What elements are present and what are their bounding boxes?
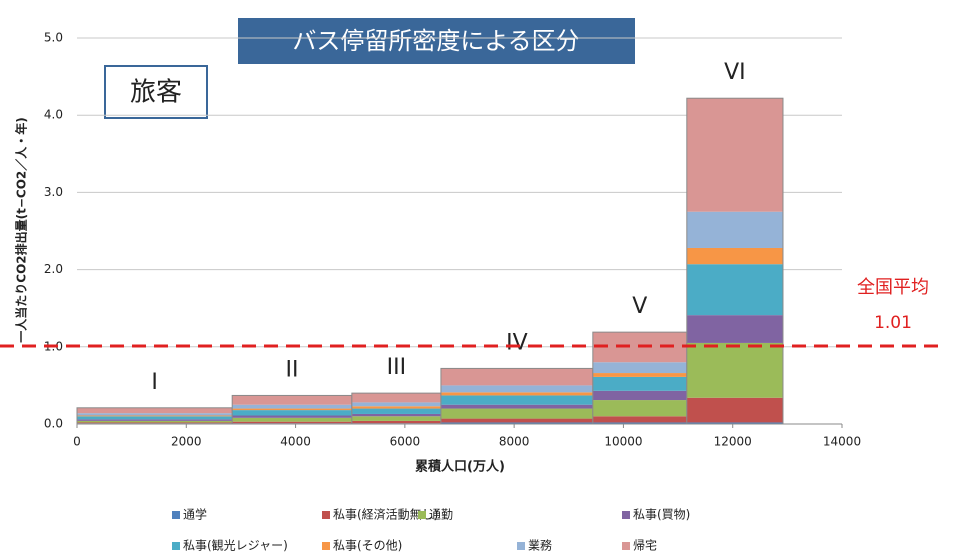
chart-subtitle: 旅客: [130, 78, 182, 108]
bar-segment: [440, 385, 593, 393]
legend-label: 私事(その他): [333, 539, 402, 552]
bar-segment: [77, 422, 233, 424]
category-label: III: [387, 355, 406, 380]
reference-label: 全国平均: [857, 277, 929, 298]
bar-segment: [77, 407, 233, 414]
category-label: IV: [506, 330, 528, 355]
bar-segment: [686, 264, 783, 316]
bar-segment: [686, 315, 783, 343]
bar-segment: [686, 98, 783, 212]
category-label: V: [632, 294, 647, 319]
bar-segment: [592, 373, 687, 377]
bar-segment: [232, 417, 352, 422]
x-tick-label: 8000: [499, 435, 530, 449]
bar-segment: [232, 404, 352, 409]
x-tick-label: 10000: [604, 435, 642, 449]
legend-label: 業務: [528, 539, 552, 552]
legend-swatch: [172, 511, 180, 519]
x-tick-label: 2000: [171, 435, 202, 449]
y-axis-label: 一人当たりCO2排出量(t−CO2／人・年): [14, 117, 29, 342]
legend-label: 通学: [183, 507, 207, 522]
x-tick-label: 0: [73, 435, 81, 449]
reference-value: 1.01: [874, 313, 912, 333]
x-tick-label: 4000: [280, 435, 311, 449]
bar-segment: [686, 247, 783, 265]
legend-swatch: [517, 542, 525, 550]
bar-segment: [592, 390, 687, 401]
bar-segment: [440, 404, 593, 409]
legend-label: 通勤: [429, 508, 453, 522]
bar-segment: [440, 422, 593, 424]
legend-label: 私事(観光レジャー): [183, 539, 288, 552]
y-tick-label: 4.0: [44, 108, 63, 122]
bar-segment: [592, 416, 687, 423]
bar-segment: [351, 413, 441, 417]
bar-segment: [77, 416, 233, 420]
bar-segment: [77, 415, 233, 417]
category-label: II: [286, 357, 299, 382]
title-box: [238, 18, 635, 64]
legend-swatch: [622, 511, 630, 519]
x-axis-label: 累積人口(万人): [415, 459, 505, 475]
bar-segment: [77, 419, 233, 421]
x-tick-label: 6000: [390, 435, 421, 449]
y-tick-label: 3.0: [44, 185, 63, 199]
legend-swatch: [322, 511, 330, 519]
y-tick-label: 2.0: [44, 262, 63, 276]
category-label: I: [151, 370, 158, 395]
bar-segment: [351, 416, 441, 421]
chart-title: バス停留所密度による区分: [292, 27, 579, 55]
bar-segment: [351, 406, 441, 409]
subtitle-box: [104, 65, 208, 119]
bar-segment: [77, 413, 233, 416]
bar-segment: [686, 397, 783, 423]
bar-segment: [440, 368, 593, 386]
bar-segment: [592, 400, 687, 417]
bar-segment: [351, 408, 441, 414]
legend-swatch: [322, 542, 330, 550]
legend-swatch: [172, 542, 180, 550]
bar-segment: [440, 408, 593, 419]
x-tick-label: 14000: [823, 435, 861, 449]
bar-segment: [686, 422, 783, 424]
y-tick-label: 5.0: [44, 31, 63, 45]
bar-segment: [351, 393, 441, 403]
bar-segment: [440, 418, 593, 423]
bar-segment: [232, 395, 352, 405]
bar-segment: [686, 342, 783, 398]
legend-swatch: [622, 542, 630, 550]
bar-segment: [686, 211, 783, 248]
bar-segment: [351, 402, 441, 407]
legend-label: 私事(経済活動無し): [333, 507, 438, 522]
bar-segment: [440, 392, 593, 396]
bar-segment: [232, 421, 352, 424]
bar-segment: [351, 420, 441, 424]
bar-segment: [592, 422, 687, 424]
legend-label: 帰宅: [633, 538, 657, 552]
bar-outline: [686, 97, 784, 425]
bar-segment: [232, 415, 352, 418]
bar-segment: [440, 395, 593, 405]
legend-label: 私事(買物): [633, 508, 690, 522]
bar-segment: [232, 408, 352, 411]
bar-segment: [592, 362, 687, 374]
category-label: VI: [724, 60, 746, 85]
y-tick-label: 0.0: [44, 417, 63, 431]
bar-segment: [77, 420, 233, 423]
legend-swatch: [418, 511, 426, 519]
bar-segment: [232, 410, 352, 416]
bar-segment: [592, 376, 687, 391]
x-tick-label: 12000: [714, 435, 752, 449]
